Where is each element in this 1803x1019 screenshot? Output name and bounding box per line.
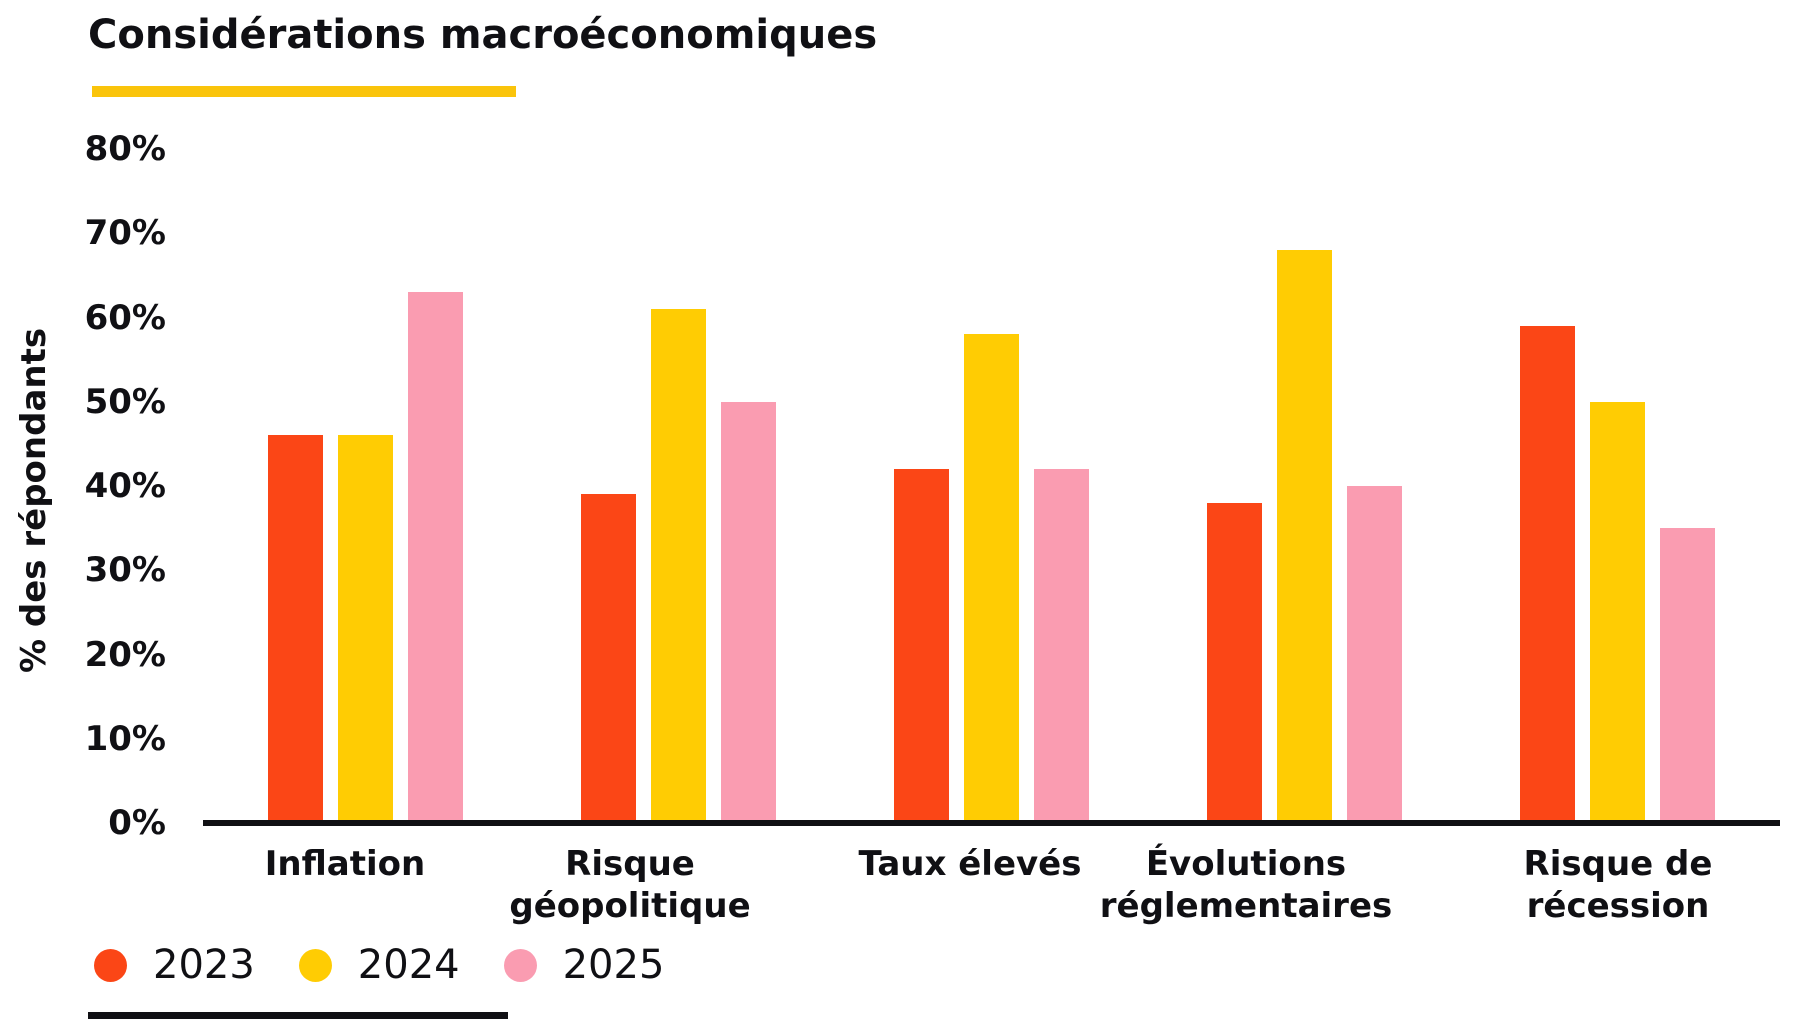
y-tick-label: 40%	[84, 466, 166, 506]
bar-2023-3	[893, 469, 949, 823]
bottom-edge-line-decoration	[88, 1012, 508, 1019]
bar-2023-1	[267, 435, 323, 823]
bar-2024-5	[1589, 401, 1645, 823]
y-tick-label: 0%	[108, 803, 166, 843]
bar-2024-3	[963, 334, 1019, 823]
legend-label: 2025	[562, 942, 665, 988]
legend-item-2024: 2024	[298, 942, 460, 988]
x-category-label: Risque de récession	[1523, 844, 1713, 927]
bar-2024-2	[650, 309, 706, 823]
y-tick-label: 80%	[84, 129, 166, 169]
bar-2025-5	[1659, 528, 1715, 823]
title-underline-decoration	[92, 86, 516, 97]
x-category-label: Taux élevés	[858, 844, 1082, 884]
bar-2025-2	[720, 401, 776, 823]
bar-2025-4	[1346, 486, 1402, 823]
y-tick-label: 50%	[84, 381, 166, 422]
legend-label: 2023	[153, 942, 255, 988]
legend-label: 2024	[357, 942, 460, 988]
y-tick-label: 20%	[84, 634, 166, 675]
legend-item-2025: 2025	[503, 942, 665, 988]
y-tick-label: 10%	[84, 718, 166, 759]
bar-2023-5	[1519, 325, 1575, 823]
legend-swatch-circle-icon	[94, 948, 127, 982]
x-category-label: Inflation	[264, 844, 426, 884]
bar-2024-1	[337, 435, 393, 823]
legend-item-2023: 2023	[94, 942, 255, 988]
legend-swatch-circle-icon	[298, 948, 332, 982]
bar-2023-4	[1206, 502, 1262, 823]
x-axis-line	[203, 820, 1780, 826]
y-tick-label: 70%	[84, 213, 166, 254]
chart-title: Considérations macroéconomiques	[88, 12, 878, 58]
bar-2025-1	[407, 292, 463, 823]
x-category-label: Risque géopolitique	[509, 844, 751, 927]
bar-2023-2	[580, 494, 636, 823]
y-tick-label: 30%	[84, 550, 166, 591]
legend-swatch-circle-icon	[503, 948, 537, 982]
x-category-label: Évolutions réglementaires	[1099, 844, 1393, 927]
bar-2024-4	[1276, 250, 1332, 823]
bar-2025-3	[1033, 469, 1089, 823]
y-tick-label: 60%	[84, 297, 166, 338]
legend: 2023 2024 2025	[94, 942, 664, 988]
